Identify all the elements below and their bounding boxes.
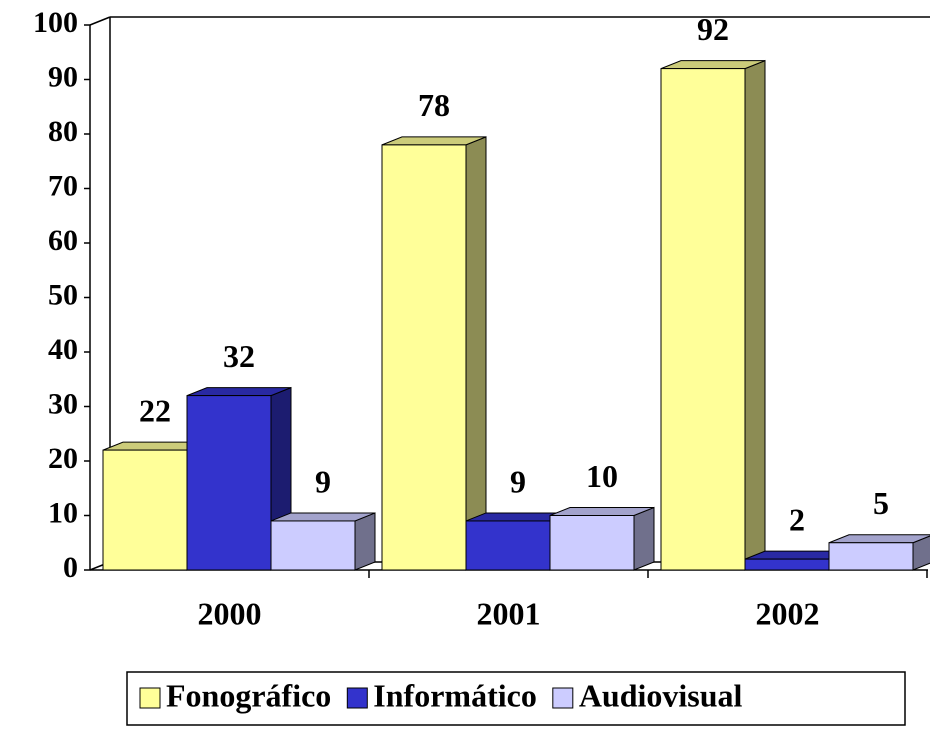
bar-side	[354, 512, 376, 571]
legend-swatch	[346, 687, 368, 709]
y-tick-label: 100	[33, 6, 78, 39]
y-tick-label: 80	[48, 115, 78, 148]
bar	[381, 136, 487, 571]
bar-side	[465, 136, 487, 571]
bar-side	[744, 59, 766, 571]
value-label: 78	[418, 87, 450, 123]
legend-swatch	[139, 687, 161, 709]
bar-side	[633, 506, 655, 571]
bar	[660, 59, 766, 571]
y-tick-label: 10	[48, 496, 78, 529]
value-label: 2	[789, 501, 805, 537]
value-label: 92	[697, 11, 729, 47]
bar-front	[465, 520, 551, 571]
x-tick-label: 2002	[756, 595, 820, 631]
y-tick-label: 70	[48, 169, 78, 202]
x-tick-label: 2000	[198, 595, 262, 631]
value-label: 22	[139, 392, 171, 428]
value-label: 32	[223, 338, 255, 374]
bar	[828, 534, 930, 571]
legend-label: Informático	[373, 677, 537, 713]
bar	[270, 512, 376, 571]
bar-front	[744, 558, 830, 571]
y-tick-label: 20	[48, 442, 78, 475]
bar-front	[381, 144, 467, 571]
value-label: 9	[510, 463, 526, 499]
legend-label: Fonográfico	[166, 677, 331, 713]
legend-label: Audiovisual	[579, 677, 743, 713]
legend-swatch	[552, 687, 574, 709]
bar-top	[828, 534, 930, 544]
bar-front	[828, 542, 914, 571]
value-label: 9	[315, 463, 331, 499]
value-label: 10	[586, 458, 618, 494]
legend-box	[126, 671, 906, 726]
bar-front	[270, 520, 356, 571]
y-tick-label: 0	[63, 551, 78, 584]
y-tick-label: 90	[48, 60, 78, 93]
bar	[549, 506, 655, 571]
x-tick-label: 2001	[477, 595, 541, 631]
y-tick-label: 40	[48, 333, 78, 366]
bar-front	[660, 68, 746, 571]
bar-front	[186, 395, 272, 571]
y-tick-label: 50	[48, 278, 78, 311]
y-tick-label: 60	[48, 224, 78, 257]
bar-front	[102, 449, 188, 571]
y-tick-label: 30	[48, 387, 78, 420]
value-label: 5	[873, 485, 889, 521]
bar-front	[549, 515, 635, 571]
